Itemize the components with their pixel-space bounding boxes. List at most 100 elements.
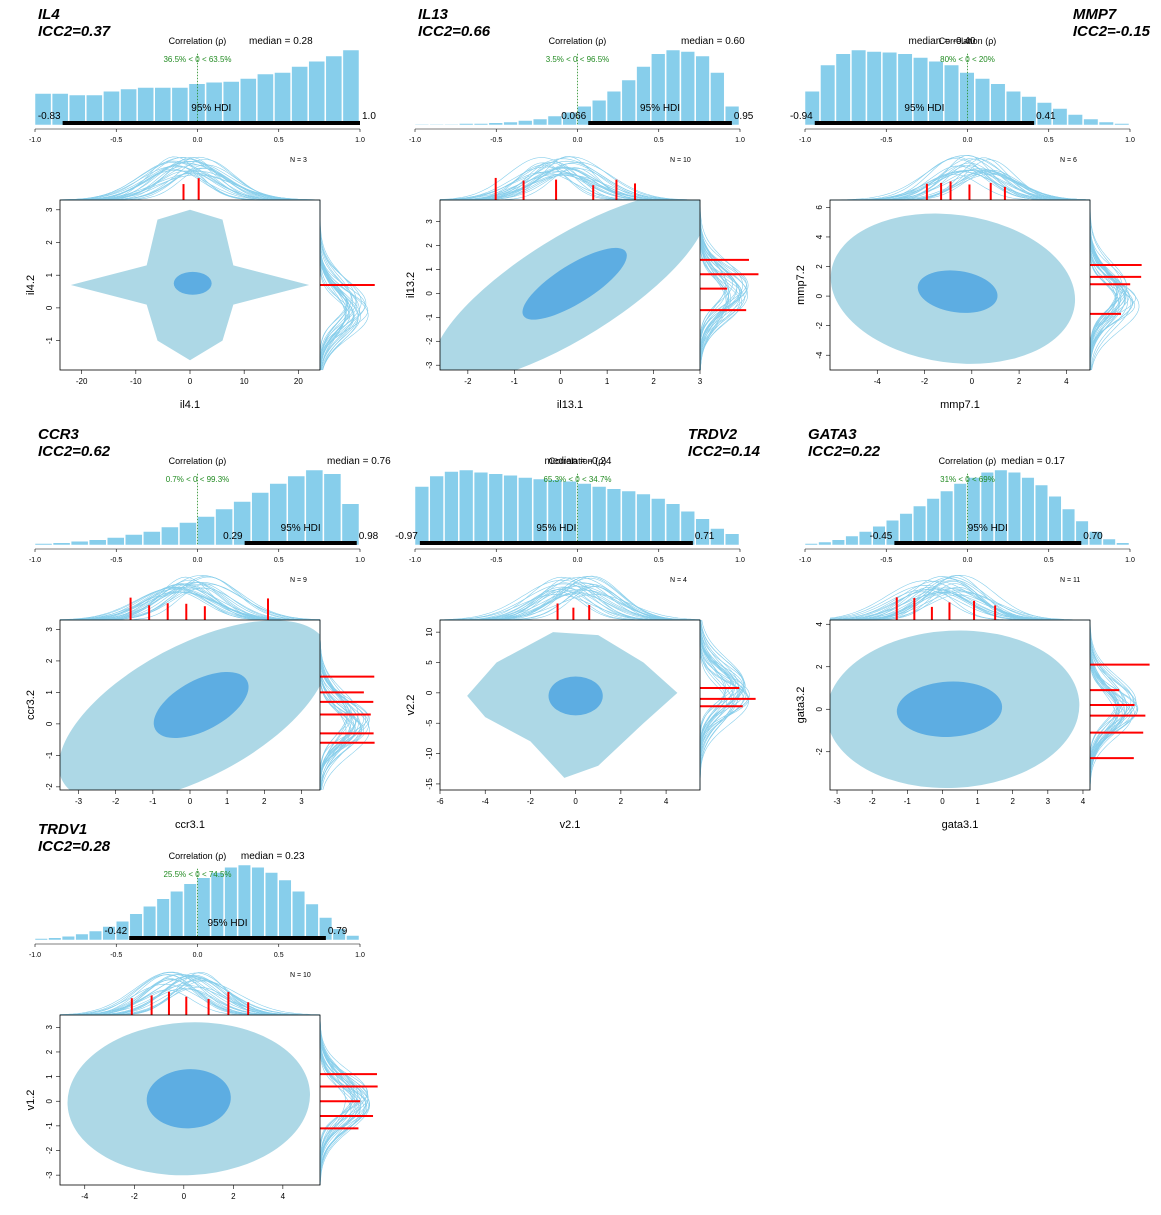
plot-frame [829,199,1091,371]
prob-label: 65.3% < 0 < 34.7% [543,475,611,484]
hist-bar [143,906,157,941]
hist-bar [1034,484,1048,546]
hdi-high: 0.79 [328,926,348,937]
scatter-x-tick-label: 2 [1017,377,1022,386]
scatter-x-tick-label: 0 [182,1192,187,1201]
right-density-curve [1089,620,1138,790]
hist-bar [710,72,725,126]
hist-bar [547,479,562,546]
panel-ccr3: Correlation (ρ) median = 0.76 0.7% < 0 < 9… [20,420,391,831]
icc-value: ICC2=0.14 [687,443,760,460]
hist-tick-label: 0.0 [573,137,583,144]
hist-tick-label: -0.5 [110,137,122,144]
scatter-y-tick-label: -1 [45,336,54,344]
n-label: N = 9 [290,577,307,584]
scatter-x-tick-label: 3 [698,377,703,386]
scatter-x-tick-label: -1 [511,377,519,386]
scatter-y-tick-label: -1 [425,313,434,321]
hist-bar [179,522,197,546]
scatter-y-tick-label: 0 [425,690,434,695]
hist-bar [886,520,900,546]
scatter-x-tick-label: 4 [664,797,669,806]
prob-label: 80% < 0 < 20% [940,55,995,64]
scatter-x-tick-label: -4 [81,1192,89,1201]
scatter-x-tick-label: -4 [482,797,490,806]
hist-bar [636,66,651,126]
hist-bar [197,877,211,941]
scatter-x-tick-label: 1 [605,377,610,386]
hist-title: Correlation (ρ) [549,36,607,46]
hist-bar [274,72,291,126]
hist-bar [1036,102,1052,126]
hist-bar [292,891,306,941]
scatter-y-label: mmp7.2 [795,265,807,305]
hist-bar [278,879,292,941]
top-density-curve [60,582,320,621]
hist-bar [323,473,342,546]
scatter-y-tick-label: 2 [815,664,824,669]
n-label: N = 6 [1060,157,1077,164]
hist-bar [106,537,125,546]
top-density-curve [830,172,1091,201]
hist-bar [1102,538,1116,546]
scatter-x-tick-label: 20 [294,377,303,386]
scatter-x-label: v2.1 [560,819,581,831]
top-density-curve [59,971,320,1016]
hist-tick-label: 0.5 [1044,137,1054,144]
hist-tick-label: -1.0 [409,557,421,564]
hist-bar [170,891,184,941]
scatter-x-tick-label: -3 [75,797,83,806]
scatter-y-tick-label: 1 [45,690,54,695]
plot-frame [439,619,701,791]
scatter-y-tick-label: 1 [45,1074,54,1079]
hist-bar [215,508,233,546]
hist-bar [621,79,636,126]
top-density-curve [439,579,700,621]
scatter-x-tick-label: -6 [436,797,444,806]
top-density-curve [60,160,320,201]
right-density-curve [1089,620,1137,790]
top-density-curve [440,589,701,621]
scatter-y-tick-label: -5 [425,719,434,727]
icc-value: ICC2=-0.15 [1072,23,1150,40]
hist-bar [459,469,474,546]
hist-bar [269,483,288,546]
top-density-curve [60,978,320,1016]
scatter-x-tick-label: 2 [651,377,656,386]
scatter-x-tick-label: 10 [240,377,249,386]
hdi-label: 95% HDI [640,103,680,114]
hist-bar [197,516,215,546]
hist-bar [1021,477,1035,546]
hist-bar [342,49,360,126]
gene-name: TRDV2 [687,426,738,443]
gene-title: GATA3 ICC2=0.22 [808,426,880,460]
hist-tick-label: -1.0 [799,557,811,564]
scatter-x-label: il13.1 [557,399,583,411]
median-label: median = 0.23 [241,851,305,862]
hist-tick-label: 1.0 [735,557,745,564]
hist-bar [1021,96,1037,126]
right-density-curve [319,1015,370,1185]
posterior-histogram: Correlation (ρ) median = 0.60 3.5% < 0 < 9… [405,36,759,411]
hist-title: Correlation (ρ) [169,36,227,46]
top-density-curve [59,161,320,201]
hist-bar [845,535,859,546]
panel-gata3: Correlation (ρ) median = 0.17 31% < 0 < 69… [790,420,1160,831]
top-density-curve [830,156,1090,201]
hist-bar [835,53,851,126]
hist-bar [125,534,143,546]
right-density-curve [319,1015,371,1186]
hist-bar [61,936,75,941]
scatter-y-tick-label: -1 [45,1122,54,1130]
inner-density-region [146,1069,231,1129]
hist-bar [851,49,867,126]
scatter-x-tick-label: -2 [112,797,120,806]
hist-bar [959,72,975,126]
scatter-y-label: v1.2 [25,1090,37,1111]
hist-bar [532,478,548,546]
hist-tick-label: -0.5 [880,557,892,564]
right-density-curve [319,1015,355,1185]
hist-title: Correlation (ρ) [169,456,227,466]
hist-bar [1098,121,1114,126]
hist-bar [264,872,278,941]
